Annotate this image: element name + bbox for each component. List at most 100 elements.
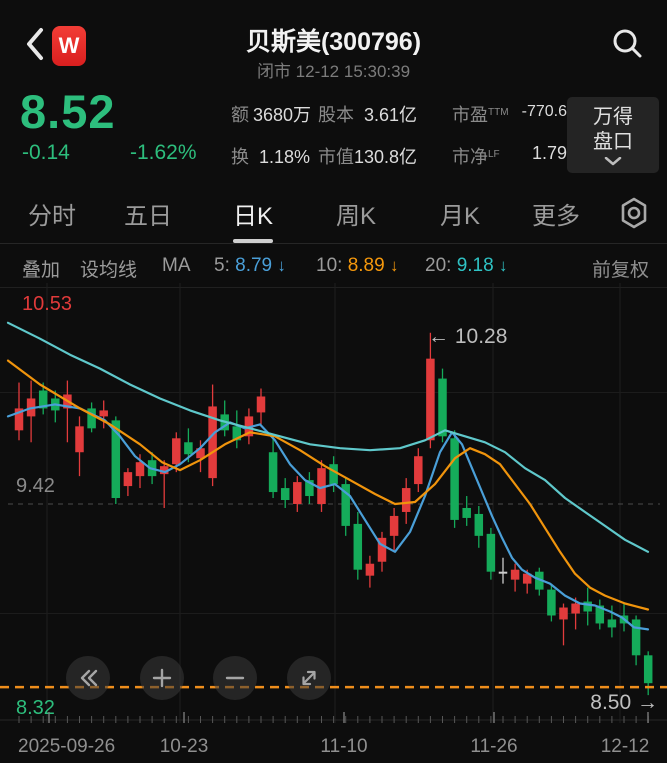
candle-body [75, 426, 84, 453]
tab-分时[interactable]: 分时 [28, 203, 76, 230]
candle-body [498, 571, 508, 574]
candle-body [268, 452, 278, 493]
candlestick-series [14, 332, 653, 696]
candle-body [486, 533, 496, 572]
candlestick-chart[interactable]: 10.53 9.42 8.32 ← 10.28 8.50 → [0, 283, 667, 723]
candle-body [583, 601, 592, 612]
candle-body [547, 589, 556, 616]
stat-pe-value: -770.6 [521, 103, 567, 120]
x-axis-label: 2025-09-26 [18, 736, 116, 757]
ma-value-20[interactable]: 20: 9.18 ↓ [425, 255, 508, 276]
rewind-icon [80, 669, 98, 687]
candle-body [450, 438, 459, 520]
stat-market-cap-label: 市值 [318, 147, 354, 167]
logo-letter: W [58, 33, 80, 58]
stat-pe: 市盈TTM -770.6 [452, 101, 567, 127]
tab-更多[interactable]: 更多 [532, 203, 580, 230]
candle-body [232, 426, 242, 441]
ma-value-10[interactable]: 10: 8.89 ↓ [316, 255, 399, 276]
tab-日K[interactable]: 日K [233, 196, 273, 231]
candle-body [643, 655, 653, 684]
zoom-in-button[interactable] [140, 656, 184, 700]
price-change-percent: -1.62% [130, 141, 197, 164]
zoom-out-icon [225, 676, 245, 680]
candle-body [87, 408, 96, 429]
candle-body [341, 484, 350, 526]
x-axis-label: 11-10 [320, 736, 368, 757]
expand-button[interactable] [287, 656, 331, 700]
candle-body [317, 468, 326, 504]
candle-body [377, 537, 387, 562]
stat-turnover-label: 换 [231, 147, 249, 167]
candle-body [208, 406, 217, 479]
candle-body [535, 571, 544, 590]
stat-market-cap-value: 130.8亿 [354, 147, 418, 167]
candle-body [462, 507, 471, 518]
candle-body [631, 619, 641, 656]
stat-pb: 市净LF 1.79 [452, 143, 567, 169]
candle-body [353, 523, 363, 570]
candle-body [401, 488, 411, 512]
ma-toolbar: 叠加 设均线 MA 5: 8.79 ↓ 10: 8.89 ↓ 20: 9.18 ↓ … [0, 247, 667, 287]
candle-body [172, 438, 181, 465]
back-button[interactable] [22, 26, 48, 62]
ma-value-5[interactable]: 5: 8.79 ↓ [214, 255, 286, 276]
divider [0, 287, 667, 288]
back-chevron-icon [27, 28, 43, 60]
divider [0, 243, 667, 244]
ma-line-MA10 [6, 359, 650, 611]
candle-body [510, 569, 520, 580]
candle-body [123, 472, 133, 487]
stat-turnover: 换 1.18% [231, 143, 310, 169]
candle-body [196, 448, 205, 459]
tab-周K[interactable]: 周K [336, 203, 377, 230]
rewind-button[interactable] [66, 656, 110, 700]
tab-五日[interactable]: 五日 [124, 203, 172, 230]
x-axis-label: 11-26 [470, 736, 518, 757]
search-button[interactable] [611, 27, 643, 61]
chart-label: 10.53 [22, 293, 72, 315]
candle-body [305, 480, 314, 497]
price-change: -0.14 [22, 141, 70, 164]
search-icon [613, 29, 642, 58]
candle-body [293, 482, 302, 504]
candle-body [38, 390, 48, 409]
panel-button-line2: 盘口 [593, 130, 633, 153]
page-title: 贝斯美(300796) [245, 28, 422, 56]
adjust-mode-button[interactable]: 前复权 [592, 260, 650, 281]
stat-pb-value: 1.79 [531, 143, 567, 163]
x-axis-label: 12-12 [600, 736, 650, 757]
x-axis-label: 10-23 [159, 736, 209, 757]
overlay-button[interactable]: 叠加 [22, 260, 61, 281]
gear-icon [621, 197, 647, 229]
wind-order-book-button[interactable]: 万得 盘口 [567, 97, 659, 173]
ma-line-MA20 [6, 321, 650, 553]
high-point-annotation: ← 10.28 [428, 325, 507, 348]
zoom-out-button[interactable] [213, 656, 257, 700]
market-status: 闭市 12-12 15:30:39 [256, 62, 411, 81]
candle-body [184, 442, 193, 455]
stat-pe-label: 市盈 [452, 105, 488, 125]
candle-body [607, 619, 617, 628]
candle-body [389, 515, 399, 536]
chart-label: 8.32 [16, 697, 55, 719]
tab-月K[interactable]: 月K [440, 203, 481, 230]
candle-body [595, 605, 605, 624]
stat-turnover-value: 1.18% [259, 147, 311, 167]
candle-body [438, 378, 447, 437]
stat-share-capital-value: 3.61亿 [364, 105, 418, 125]
stat-amount: 额 3680万 [231, 101, 311, 127]
candle-body [14, 408, 24, 431]
candle-body [559, 607, 568, 620]
stat-pb-label: 市净 [452, 147, 488, 167]
stat-share-capital: 股本 3.61亿 [318, 101, 417, 127]
candle-body [135, 462, 145, 477]
latest-price-label: 8.50 → [590, 691, 658, 714]
candle-body [414, 456, 423, 485]
candle-body [522, 573, 532, 584]
set-ma-button[interactable]: 设均线 [80, 260, 138, 281]
stat-pe-sup: TTM [488, 107, 509, 118]
chart-settings-button[interactable] [619, 197, 649, 234]
candle-body [571, 603, 580, 614]
